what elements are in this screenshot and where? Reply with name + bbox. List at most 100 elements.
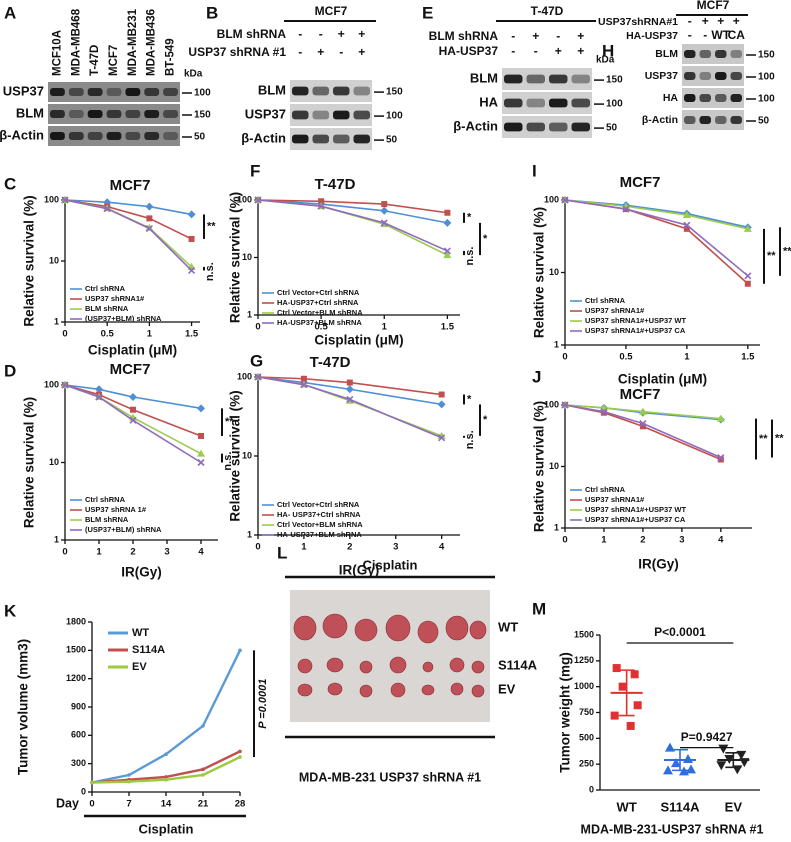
band: [699, 116, 711, 124]
lane-label: T-47D: [89, 45, 101, 76]
point: [129, 416, 137, 424]
point: [663, 765, 673, 775]
point: [129, 393, 137, 402]
panel-letter: M: [532, 599, 546, 618]
lane-label: MDA-MB231: [127, 8, 139, 76]
marker-label: 50: [386, 135, 398, 146]
annotation: **: [759, 433, 768, 445]
band: [87, 110, 103, 118]
annotation: P=0.9427: [681, 730, 733, 744]
band: [715, 116, 727, 124]
annotation: *: [467, 212, 472, 224]
condition-sign: +: [555, 44, 562, 58]
lane-label: MDA-MB468: [70, 8, 82, 76]
point: [346, 395, 354, 404]
point: [61, 381, 69, 389]
y-axis-label: Relative survival (%): [228, 390, 243, 521]
band: [715, 50, 727, 58]
panel-letter: L: [277, 543, 287, 562]
x-tick-label: 7: [126, 799, 131, 810]
band: [504, 122, 523, 132]
x-tick-label: 3: [393, 542, 398, 553]
point: [717, 456, 724, 463]
series-line: [564, 199, 749, 277]
marker-label: 50: [606, 123, 618, 134]
point: [443, 251, 452, 259]
band: [292, 110, 309, 120]
x-axis-label: Cisplatin (μM): [618, 372, 707, 387]
marker-label: 100: [758, 94, 775, 105]
point: [254, 373, 262, 381]
legend-label: Ctrl Vector+BLM shRNA: [277, 520, 363, 529]
annotation: **: [207, 221, 216, 233]
point: [716, 761, 727, 771]
condition-sign: -: [703, 28, 707, 42]
series-line: [64, 384, 202, 464]
y-tick-label: 600: [71, 730, 86, 740]
panel-letter: C: [4, 174, 16, 193]
point: [145, 202, 154, 211]
point: [317, 202, 325, 210]
point: [130, 406, 136, 413]
band: [87, 88, 103, 96]
condition-sign: -: [688, 14, 692, 28]
y-tick-label: 10: [49, 457, 59, 467]
band: [50, 132, 65, 140]
annotation: *: [467, 393, 472, 405]
photo-row-label: WT: [498, 619, 518, 634]
band: [684, 116, 696, 124]
legend-label: USP37 shRNA1#+USP37 WT: [585, 505, 686, 514]
band: [549, 74, 568, 84]
y-axis-label: Relative survival (%): [22, 397, 37, 528]
band: [504, 74, 523, 84]
blot-title: MCF7: [315, 4, 348, 18]
legend-label: HA-USP37+Ctrl shRNA: [277, 298, 359, 307]
blot-strip: [290, 104, 372, 126]
band: [526, 74, 545, 84]
point: [561, 196, 569, 204]
blot-strip: [502, 116, 592, 138]
y-axis-label: Relative survival (%): [532, 207, 547, 338]
annotation: *: [483, 414, 488, 426]
x-tick-label: 3: [679, 535, 684, 546]
y-tick-label: 10: [549, 461, 559, 471]
condition-sign: +: [717, 14, 724, 28]
x-tick-label: 1.5: [741, 352, 755, 363]
band: [106, 110, 122, 118]
y-tick-label: 100: [237, 194, 252, 204]
point: [682, 211, 691, 219]
condition-sign: -: [319, 27, 323, 41]
band: [526, 122, 545, 132]
legend-label: Ctrl Vector+Ctrl shRNA: [277, 288, 360, 297]
condition-label: USP37shRNA#1: [598, 16, 678, 28]
error-bar: [618, 669, 635, 717]
band: [106, 88, 122, 96]
protein-label: BLM: [258, 82, 286, 97]
kda-label: kDa: [184, 69, 203, 80]
point: [683, 225, 690, 232]
legend-label: USP37 shRNA 1#: [85, 505, 147, 514]
point: [639, 419, 647, 428]
y-tick-label: 10: [242, 252, 252, 262]
lane-label: MDA-MB436: [146, 9, 158, 76]
legend-label: BLM shRNA: [85, 304, 129, 313]
x-tick-label: 0: [255, 542, 260, 553]
condition-sign: WT: [711, 28, 730, 42]
series-line: [257, 376, 442, 406]
legend-label: S114A: [132, 644, 165, 656]
point: [146, 215, 153, 222]
point: [127, 779, 131, 784]
legend-label: HA-USP37+BLM shRNA: [277, 318, 362, 327]
series-line: [257, 376, 442, 439]
photo-caption: MDA-MB-231 USP37 shRNA #1: [299, 770, 481, 784]
band: [312, 110, 329, 120]
point: [671, 758, 681, 768]
condition-sign: -: [534, 44, 538, 58]
protein-label: USP37: [245, 106, 286, 121]
x-tick-label: 0: [62, 547, 67, 558]
condition-sign: +: [532, 29, 539, 43]
band: [699, 72, 711, 80]
point: [164, 752, 168, 757]
x-tick-label: 14: [161, 799, 172, 810]
y-tick-label: 1: [554, 522, 559, 532]
